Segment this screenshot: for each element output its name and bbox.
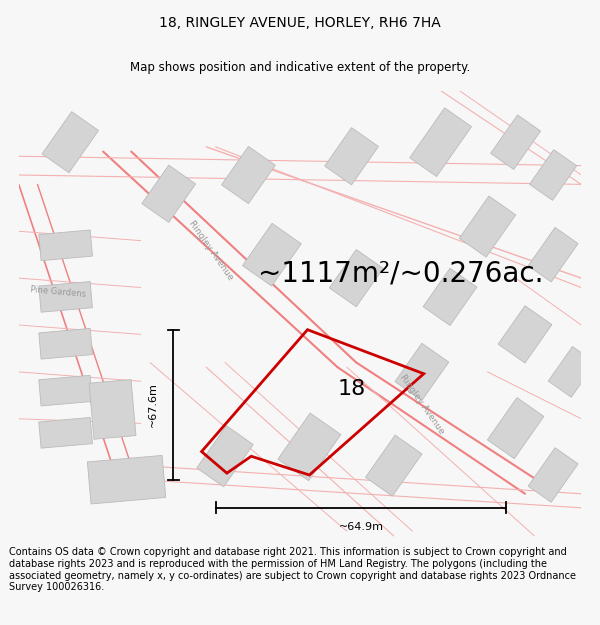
Polygon shape bbox=[528, 448, 578, 503]
Text: Ringley Avenue: Ringley Avenue bbox=[187, 219, 235, 281]
Polygon shape bbox=[242, 223, 301, 286]
Text: 18, RINGLEY AVENUE, HORLEY, RH6 7HA: 18, RINGLEY AVENUE, HORLEY, RH6 7HA bbox=[159, 16, 441, 29]
Polygon shape bbox=[395, 343, 449, 401]
Polygon shape bbox=[221, 146, 275, 204]
Text: ~67.6m: ~67.6m bbox=[148, 382, 158, 427]
Text: ~64.9m: ~64.9m bbox=[338, 521, 383, 531]
Text: Contains OS data © Crown copyright and database right 2021. This information is : Contains OS data © Crown copyright and d… bbox=[9, 548, 576, 592]
Polygon shape bbox=[89, 379, 136, 439]
Polygon shape bbox=[278, 413, 341, 481]
Text: ~1117m²/~0.276ac.: ~1117m²/~0.276ac. bbox=[258, 259, 544, 288]
Polygon shape bbox=[39, 281, 92, 312]
Polygon shape bbox=[197, 426, 253, 487]
Polygon shape bbox=[410, 108, 472, 176]
Polygon shape bbox=[365, 435, 422, 496]
Text: Map shows position and indicative extent of the property.: Map shows position and indicative extent… bbox=[130, 61, 470, 74]
Polygon shape bbox=[39, 328, 92, 359]
Polygon shape bbox=[548, 346, 595, 398]
Polygon shape bbox=[491, 115, 541, 169]
Polygon shape bbox=[325, 127, 379, 185]
Text: Pine Gardens: Pine Gardens bbox=[30, 285, 86, 299]
Polygon shape bbox=[142, 165, 196, 222]
Polygon shape bbox=[459, 196, 516, 257]
Polygon shape bbox=[42, 112, 98, 173]
Polygon shape bbox=[39, 230, 92, 261]
Polygon shape bbox=[487, 398, 544, 459]
Polygon shape bbox=[498, 306, 552, 363]
Text: 18: 18 bbox=[337, 379, 365, 399]
Polygon shape bbox=[39, 375, 92, 406]
Polygon shape bbox=[329, 249, 383, 307]
Text: Ringley Avenue: Ringley Avenue bbox=[398, 373, 446, 436]
Polygon shape bbox=[423, 268, 477, 326]
Polygon shape bbox=[39, 418, 92, 448]
Polygon shape bbox=[530, 149, 577, 201]
Polygon shape bbox=[528, 228, 578, 282]
Polygon shape bbox=[88, 456, 166, 504]
